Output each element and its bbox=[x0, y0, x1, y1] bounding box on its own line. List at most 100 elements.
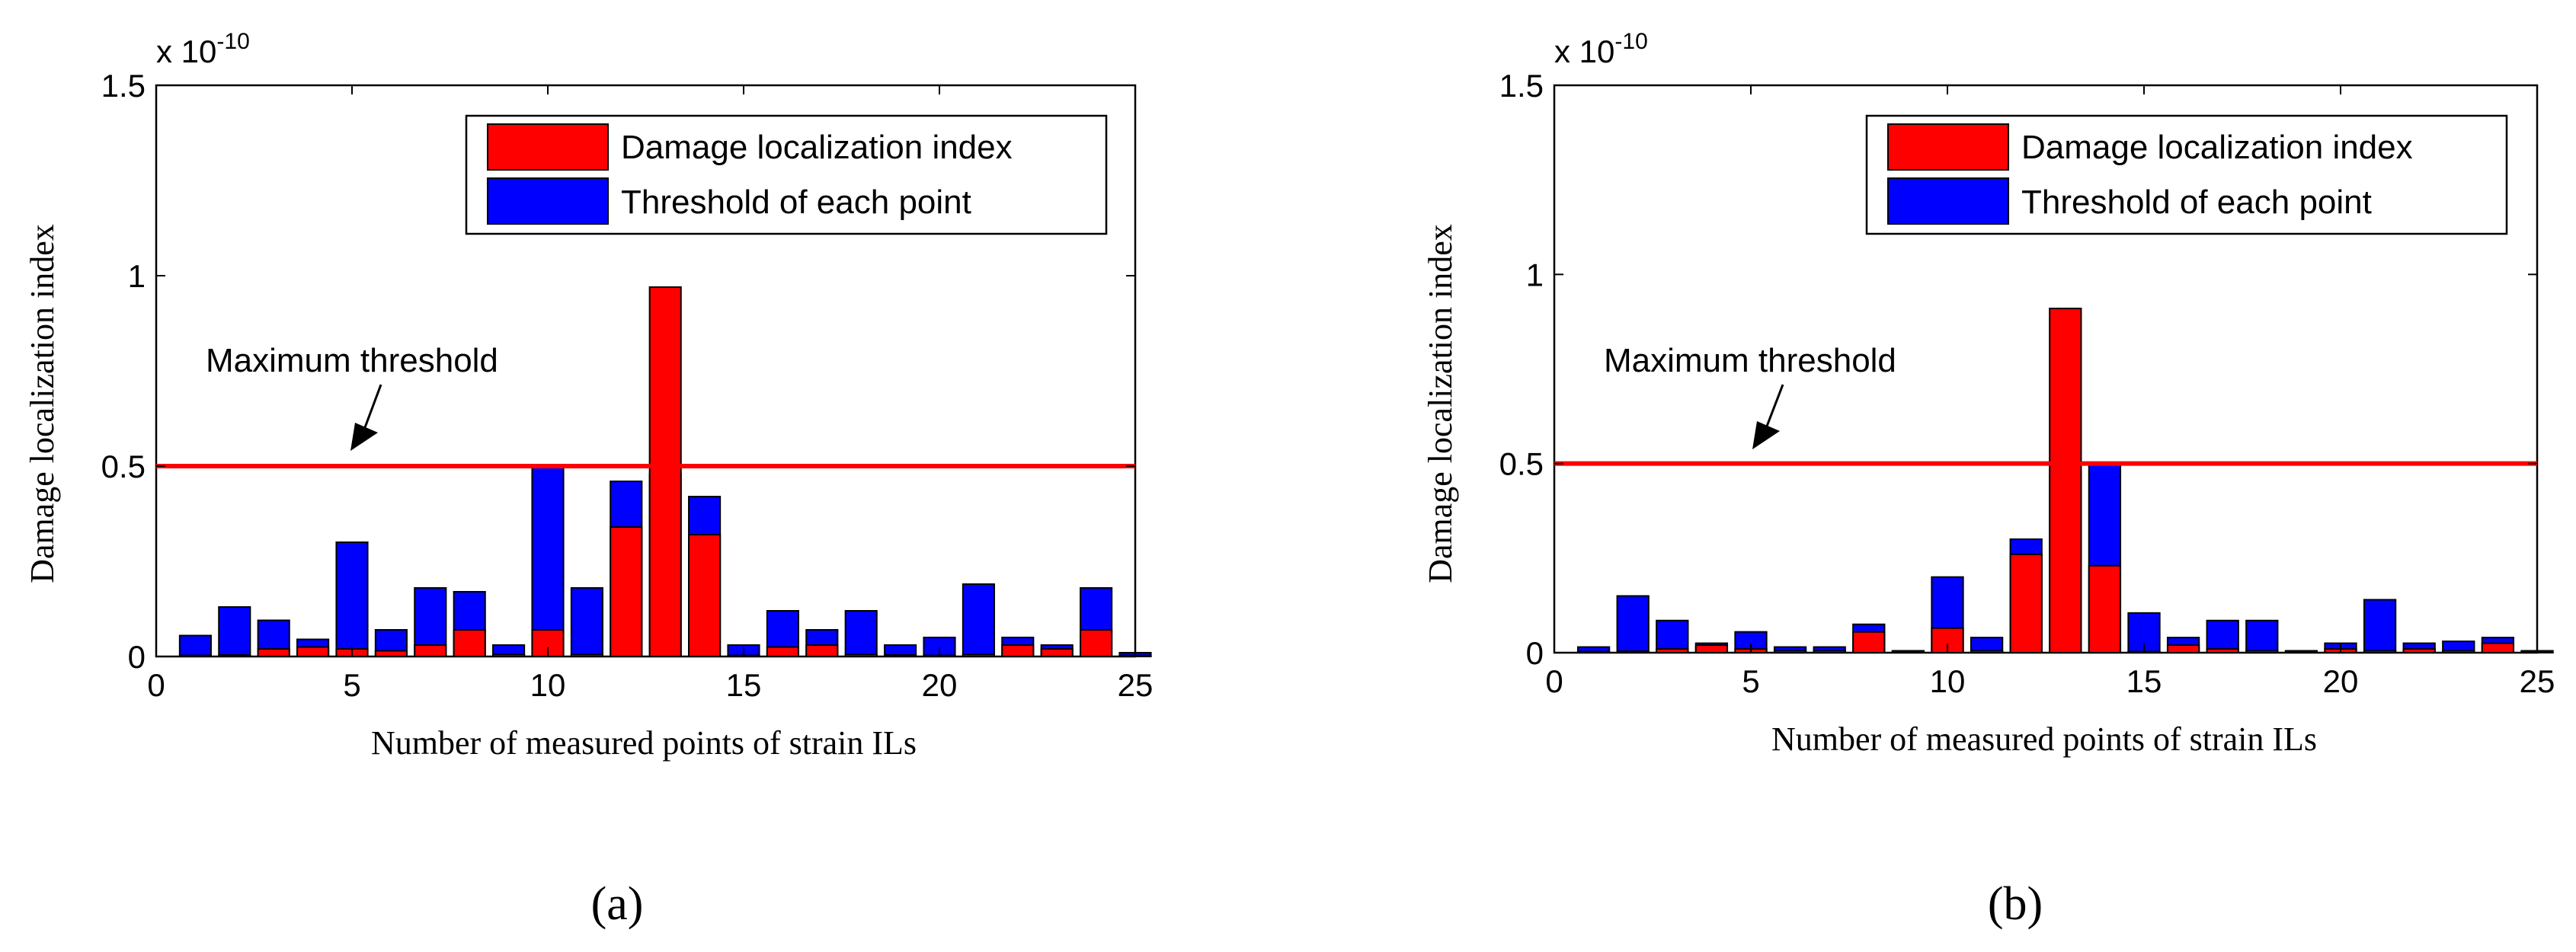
x-tick-label: 0 bbox=[1545, 663, 1563, 699]
x-tick-label: 15 bbox=[726, 667, 762, 703]
x-tick-label: 15 bbox=[2126, 663, 2162, 699]
legend-swatch-damage bbox=[1887, 123, 2009, 171]
bar-damage-16 bbox=[2166, 644, 2200, 653]
plot-area: 0 5 10 15 20 25 0 0.5 1 1.5 bbox=[101, 68, 1154, 703]
annotation-maximum-threshold: Maximum threshold bbox=[1604, 342, 1896, 379]
x-axis-label: Number of measured points of strain ILs bbox=[371, 724, 917, 762]
bar-damage-23 bbox=[1040, 648, 1074, 657]
y-tick-label: 1.5 bbox=[101, 68, 146, 104]
bar-damage-18 bbox=[844, 653, 878, 657]
bar-damage-1 bbox=[178, 654, 212, 657]
annotation-arrow bbox=[1752, 384, 1784, 449]
bar-threshold-2 bbox=[218, 606, 251, 657]
x-tick-label: 5 bbox=[1742, 663, 1759, 699]
bar-damage-1 bbox=[1576, 650, 1611, 654]
bar-damage-14 bbox=[688, 534, 722, 657]
bar-damage-8 bbox=[1852, 631, 1886, 654]
bar-threshold-11 bbox=[570, 587, 603, 657]
exponent-label: x 10-10 bbox=[156, 29, 250, 69]
exponent-power: -10 bbox=[216, 29, 249, 54]
bar-damage-12 bbox=[2009, 553, 2043, 653]
bar-damage-2 bbox=[1616, 650, 1650, 653]
bar-damage-21 bbox=[2363, 650, 2397, 653]
bar-damage-4 bbox=[1694, 644, 1729, 653]
bar-threshold-10 bbox=[531, 465, 565, 657]
x-tick-label: 5 bbox=[343, 667, 360, 703]
bar-threshold-18 bbox=[844, 610, 878, 657]
legend-swatch-threshold bbox=[1887, 177, 2009, 225]
y-tick-label: 0.5 bbox=[101, 449, 146, 484]
bar-damage-19 bbox=[884, 654, 917, 657]
x-tick-label: 25 bbox=[1118, 667, 1154, 703]
chart-panel-b: 0 5 10 15 20 25 0 0.5 1 1.5 Number of measured po… bbox=[1422, 29, 2555, 930]
bar-damage-7 bbox=[414, 644, 447, 657]
bar-threshold-1 bbox=[178, 634, 212, 657]
legend-swatch-damage bbox=[487, 123, 609, 171]
y-tick-label: 0 bbox=[128, 639, 146, 675]
bar-damage-11 bbox=[570, 653, 603, 657]
bar-damage-7 bbox=[1813, 650, 1846, 653]
bar-damage-11 bbox=[1970, 650, 2004, 653]
bar-threshold-20 bbox=[923, 637, 956, 657]
x-tick-label: 20 bbox=[2323, 663, 2359, 699]
y-tick-label: 1 bbox=[1526, 257, 1544, 292]
annotation-arrow bbox=[350, 384, 382, 451]
bar-threshold-21 bbox=[2363, 599, 2397, 654]
bar-damage-24 bbox=[2481, 642, 2515, 653]
bar-damage-3 bbox=[1656, 648, 1689, 653]
y-tick-label: 0 bbox=[1526, 635, 1544, 671]
bar-damage-6 bbox=[374, 650, 408, 657]
exponent-power: -10 bbox=[1614, 29, 1647, 54]
x-axis-label: Number of measured points of strain ILs bbox=[1771, 720, 2317, 758]
bar-damage-22 bbox=[2402, 648, 2436, 653]
exponent-label: x 10-10 bbox=[1554, 29, 1648, 69]
bar-threshold-2 bbox=[1616, 595, 1650, 653]
y-axis-label: Damage localization index bbox=[1422, 224, 1459, 583]
plot-area: 0 5 10 15 20 25 0 0.5 1 1.5 bbox=[1499, 68, 2555, 699]
bar-damage-13 bbox=[2049, 308, 2082, 653]
annotation-maximum-threshold: Maximum threshold bbox=[206, 342, 498, 379]
exponent-base: x 10 bbox=[156, 34, 216, 69]
bar-damage-19 bbox=[2284, 651, 2318, 653]
bar-damage-2 bbox=[218, 654, 251, 657]
bar-damage-22 bbox=[1001, 644, 1035, 657]
bar-damage-18 bbox=[2245, 650, 2279, 653]
bar-damage-12 bbox=[610, 526, 643, 657]
bar-damage-17 bbox=[2206, 648, 2239, 653]
x-tick-label: 0 bbox=[147, 667, 165, 703]
panel-label: (a) bbox=[591, 878, 644, 930]
bar-damage-13 bbox=[648, 286, 682, 657]
bar-damage-23 bbox=[2442, 650, 2475, 653]
bar-damage-6 bbox=[1773, 650, 1807, 653]
legend-label-threshold: Threshold of each point bbox=[2021, 184, 2372, 221]
x-tick-label: 25 bbox=[2520, 663, 2555, 699]
legend-label-threshold: Threshold of each point bbox=[621, 184, 971, 221]
x-tick-label: 10 bbox=[530, 667, 566, 703]
axes-frame bbox=[155, 84, 1137, 658]
panel-label: (b) bbox=[1988, 878, 2043, 930]
bar-damage-24 bbox=[1080, 629, 1113, 657]
bar-threshold-5 bbox=[335, 541, 369, 657]
x-tick-label: 10 bbox=[1930, 663, 1966, 699]
bar-damage-9 bbox=[492, 653, 526, 657]
bar-damage-17 bbox=[805, 644, 839, 657]
axes-frame bbox=[1553, 84, 2539, 654]
x-tick-label: 20 bbox=[922, 667, 958, 703]
bar-damage-16 bbox=[766, 646, 799, 657]
bar-damage-9 bbox=[1891, 650, 1925, 654]
bar-threshold-21 bbox=[962, 583, 995, 657]
legend-swatch-threshold bbox=[487, 177, 609, 225]
bar-threshold-3 bbox=[1656, 619, 1689, 653]
y-tick-label: 1.5 bbox=[1499, 68, 1544, 104]
bar-damage-8 bbox=[453, 629, 486, 657]
legend: Damage localization index Threshold of e… bbox=[1865, 114, 2508, 235]
y-tick-label: 0.5 bbox=[1499, 446, 1544, 482]
legend: Damage localization index Threshold of e… bbox=[465, 114, 1108, 235]
bar-damage-4 bbox=[296, 646, 330, 657]
legend-label-damage: Damage localization index bbox=[621, 129, 1013, 166]
y-tick-label: 1 bbox=[128, 258, 146, 294]
bar-damage-3 bbox=[257, 648, 290, 657]
bar-damage-14 bbox=[2088, 564, 2122, 653]
bar-threshold-18 bbox=[2245, 619, 2279, 653]
bar-damage-21 bbox=[962, 653, 995, 657]
